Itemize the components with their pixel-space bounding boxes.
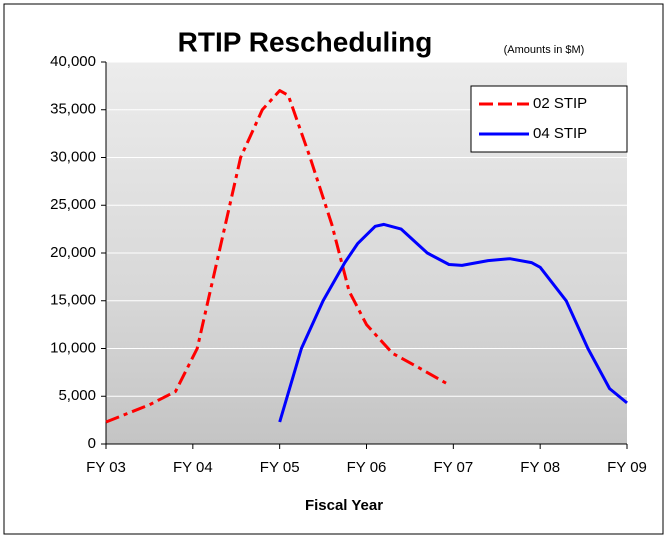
y-tick-label: 5,000 (58, 387, 96, 404)
legend-label: 02 STIP (533, 95, 587, 112)
x-tick-label: FY 05 (260, 459, 300, 476)
y-tick-label: 35,000 (50, 101, 96, 118)
y-tick-label: 0 (88, 435, 96, 452)
x-tick-label: FY 03 (86, 459, 126, 476)
legend: 02 STIP 04 STIP (471, 86, 627, 152)
y-tick-label: 30,000 (50, 148, 96, 165)
chart-subtitle: (Amounts in $M) (504, 44, 585, 56)
chart-title: RTIP Rescheduling (178, 26, 433, 57)
x-tick-label: FY 04 (173, 459, 213, 476)
y-tick-label: 20,000 (50, 244, 96, 261)
x-tick-label: FY 06 (347, 459, 387, 476)
y-tick-label: 40,000 (50, 53, 96, 70)
x-axis-label: Fiscal Year (305, 497, 383, 514)
y-tick-label: 15,000 (50, 292, 96, 309)
chart: RTIP Rescheduling (Amounts in $M) Fiscal… (0, 0, 667, 538)
y-tick-label: 10,000 (50, 339, 96, 356)
x-tick-label: FY 08 (520, 459, 560, 476)
legend-label: 04 STIP (533, 125, 587, 142)
page: {"chart_data": {"type": "line", "title":… (0, 0, 667, 538)
y-tick-label: 25,000 (50, 196, 96, 213)
x-tick-label: FY 09 (607, 459, 647, 476)
x-tick-label: FY 07 (433, 459, 473, 476)
